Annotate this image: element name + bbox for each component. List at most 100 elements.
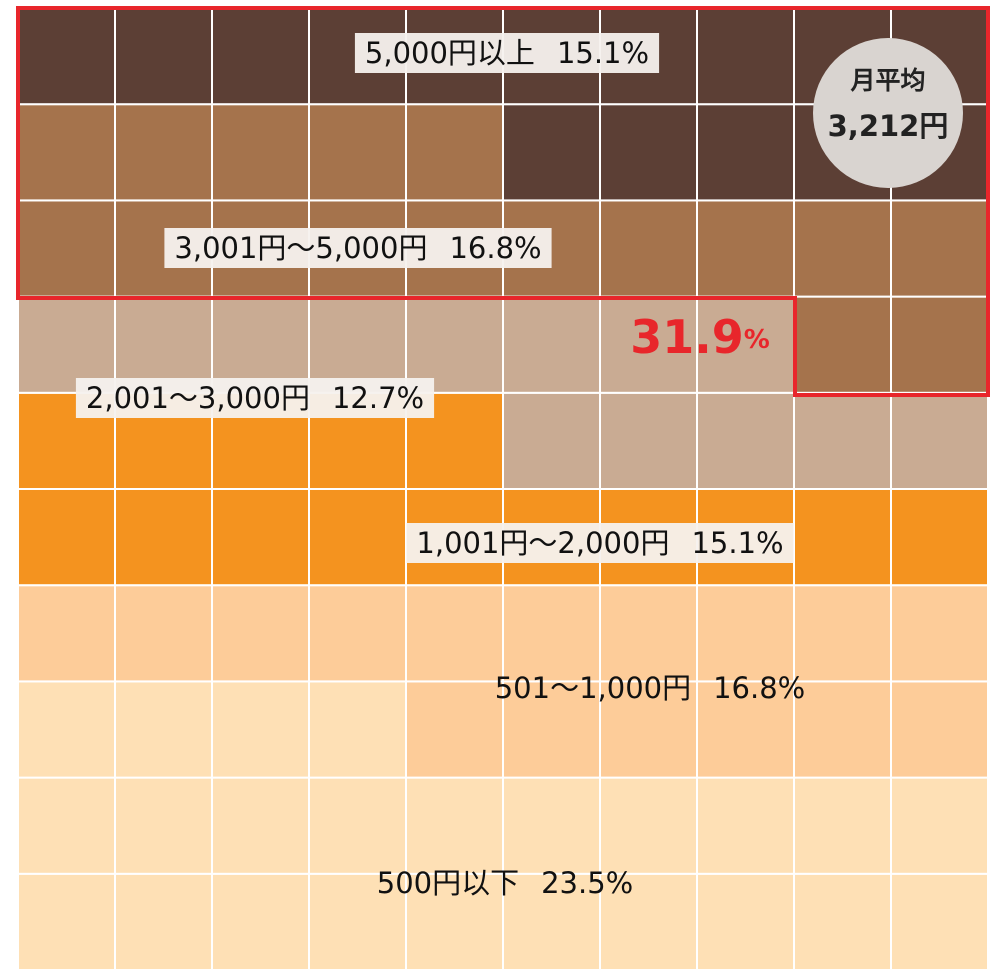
waffle-cell [114, 103, 213, 202]
category-label: 500円以下 23.5% [377, 866, 634, 900]
waffle-cell [696, 391, 795, 490]
waffle-cell [599, 103, 698, 202]
value-label: 16.8% [449, 231, 541, 265]
waffle-cell [211, 103, 310, 202]
value-label: 15.1% [691, 526, 783, 560]
waffle-cell [599, 199, 698, 298]
waffle-cell [308, 584, 407, 683]
waffle-cell [890, 391, 989, 490]
waffle-cell [890, 584, 989, 683]
waffle-cell [502, 295, 601, 394]
waffle-cell [793, 680, 892, 779]
waffle-cell [599, 680, 698, 779]
waffle-cell [502, 103, 601, 202]
waffle-cell [405, 680, 504, 779]
waffle-cell [405, 103, 504, 202]
highlight-text: 31.9% [630, 310, 770, 364]
waffle-cell [793, 488, 892, 587]
category-name: 2,001～3,000円 [86, 381, 310, 415]
waffle-cell [696, 199, 795, 298]
waffle-cell [696, 872, 795, 971]
waffle-cell [890, 199, 989, 298]
value-label: 16.8% [713, 671, 805, 705]
waffle-cell [211, 584, 310, 683]
waffle-cell [599, 584, 698, 683]
waffle-cell [17, 199, 116, 298]
value-label: 23.5% [541, 866, 633, 900]
category-name: 500円以下 [377, 866, 519, 900]
category-label: 2,001～3,000円 12.7% [86, 381, 424, 415]
category-name: 5,000円以上 [365, 36, 535, 70]
highlight-value: 31.9 [630, 310, 744, 364]
waffle-cell [405, 872, 504, 971]
waffle-cell [793, 199, 892, 298]
waffle-cell [696, 103, 795, 202]
waffle-cell [211, 776, 310, 875]
waffle-cell [890, 872, 989, 971]
waffle-cell [114, 872, 213, 971]
waffle-cell [793, 295, 892, 394]
waffle-cell [308, 488, 407, 587]
waffle-cell [696, 680, 795, 779]
average-label: 月平均 [849, 66, 925, 95]
waffle-cell [696, 776, 795, 875]
average-value: 3,212円 [828, 109, 949, 143]
waffle-cell [599, 872, 698, 971]
waffle-cell [890, 680, 989, 779]
label-box [164, 228, 552, 268]
waffle-cell [502, 776, 601, 875]
waffle-cell [17, 295, 116, 394]
waffle-cell [308, 680, 407, 779]
category-name: 501～1,000円 [495, 671, 691, 705]
waffle-cell [890, 295, 989, 394]
average-badge [813, 38, 963, 188]
highlight-outline [16, 6, 990, 397]
waffle-cell [211, 7, 310, 106]
labels: 500円以下 23.5%501～1,000円 16.8%1,001円～2,000円 1… [75, 33, 806, 900]
waffle-cell [17, 872, 116, 971]
waffle-cell [793, 872, 892, 971]
waffle-cell [114, 680, 213, 779]
waffle-cell [599, 776, 698, 875]
category-label: 5,000円以上 15.1% [365, 36, 649, 70]
category-label: 3,001円～5,000円 16.8% [174, 231, 541, 265]
waffle-cell [405, 584, 504, 683]
cells [17, 7, 989, 971]
waffle-cell [17, 103, 116, 202]
waffle-cell [211, 680, 310, 779]
category-label: 501～1,000円 16.8% [495, 671, 806, 705]
waffle-cell [696, 295, 795, 394]
category-name: 3,001円～5,000円 [174, 231, 427, 265]
waffle-cell [696, 584, 795, 683]
category-name: 1,001円～2,000円 [416, 526, 669, 560]
waffle-cell [211, 488, 310, 587]
waffle-cell [890, 488, 989, 587]
waffle-cell [114, 7, 213, 106]
waffle-cell [793, 584, 892, 683]
waffle-cell [17, 488, 116, 587]
label-box [354, 33, 660, 73]
waffle-cell [502, 391, 601, 490]
waffle-cell [793, 776, 892, 875]
category-label: 1,001円～2,000円 15.1% [416, 526, 783, 560]
value-label: 12.7% [332, 381, 424, 415]
waffle-cell [17, 680, 116, 779]
waffle-cell [114, 488, 213, 587]
highlight-unit: % [744, 325, 770, 355]
label-box [75, 378, 435, 418]
waffle-cell [890, 776, 989, 875]
waffle-cell [502, 584, 601, 683]
waffle-cell [696, 7, 795, 106]
waffle-cell [114, 584, 213, 683]
waffle-cell [17, 776, 116, 875]
label-box [406, 523, 794, 563]
value-label: 15.1% [557, 36, 649, 70]
waffle-cell [211, 872, 310, 971]
waffle-cell [502, 872, 601, 971]
waffle-cell [405, 776, 504, 875]
waffle-cell [599, 391, 698, 490]
waffle-cell [114, 776, 213, 875]
waffle-cell [308, 103, 407, 202]
waffle-cell [17, 7, 116, 106]
